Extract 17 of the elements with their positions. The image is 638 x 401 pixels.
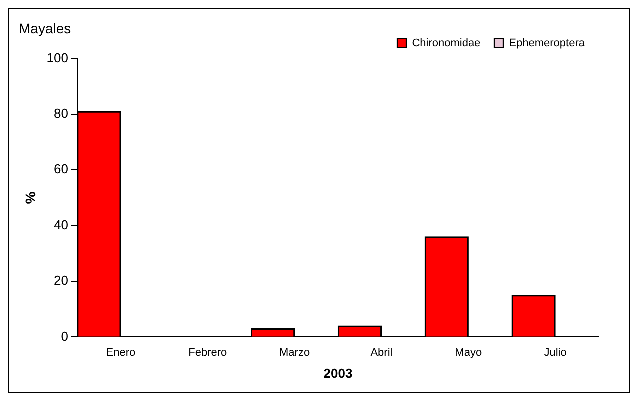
x-axis-title: 2003: [324, 366, 353, 381]
x-tick-label: Febrero: [188, 346, 228, 359]
x-tick-label: Mayo: [455, 346, 482, 359]
y-tick-label: 0: [61, 328, 68, 344]
y-tick-label: 80: [54, 106, 68, 122]
x-tick-label: Marzo: [280, 346, 310, 359]
x-tick-label: Julio: [544, 346, 567, 359]
y-tick-label: 100: [46, 50, 68, 66]
chart-title: Mayales: [19, 20, 72, 36]
y-tick-label: 60: [54, 162, 68, 177]
legend-label: Ephemeroptera: [509, 37, 586, 50]
x-tick-label: Enero: [106, 346, 136, 359]
y-axis-title: %: [22, 191, 38, 204]
legend-label: Chironomidae: [412, 37, 481, 50]
y-tick-label: 20: [54, 273, 68, 288]
x-tick-label: Abril: [370, 346, 393, 359]
y-tick-label: 40: [54, 217, 68, 232]
